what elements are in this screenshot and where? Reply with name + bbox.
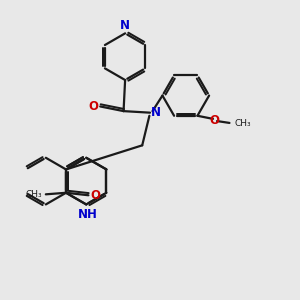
Text: O: O — [209, 114, 220, 127]
Text: CH₃: CH₃ — [234, 119, 251, 128]
Text: O: O — [91, 189, 100, 202]
Text: O: O — [89, 100, 99, 113]
Text: N: N — [120, 20, 130, 32]
Text: N: N — [151, 106, 161, 118]
Text: NH: NH — [78, 208, 98, 221]
Text: CH₃: CH₃ — [25, 190, 42, 199]
